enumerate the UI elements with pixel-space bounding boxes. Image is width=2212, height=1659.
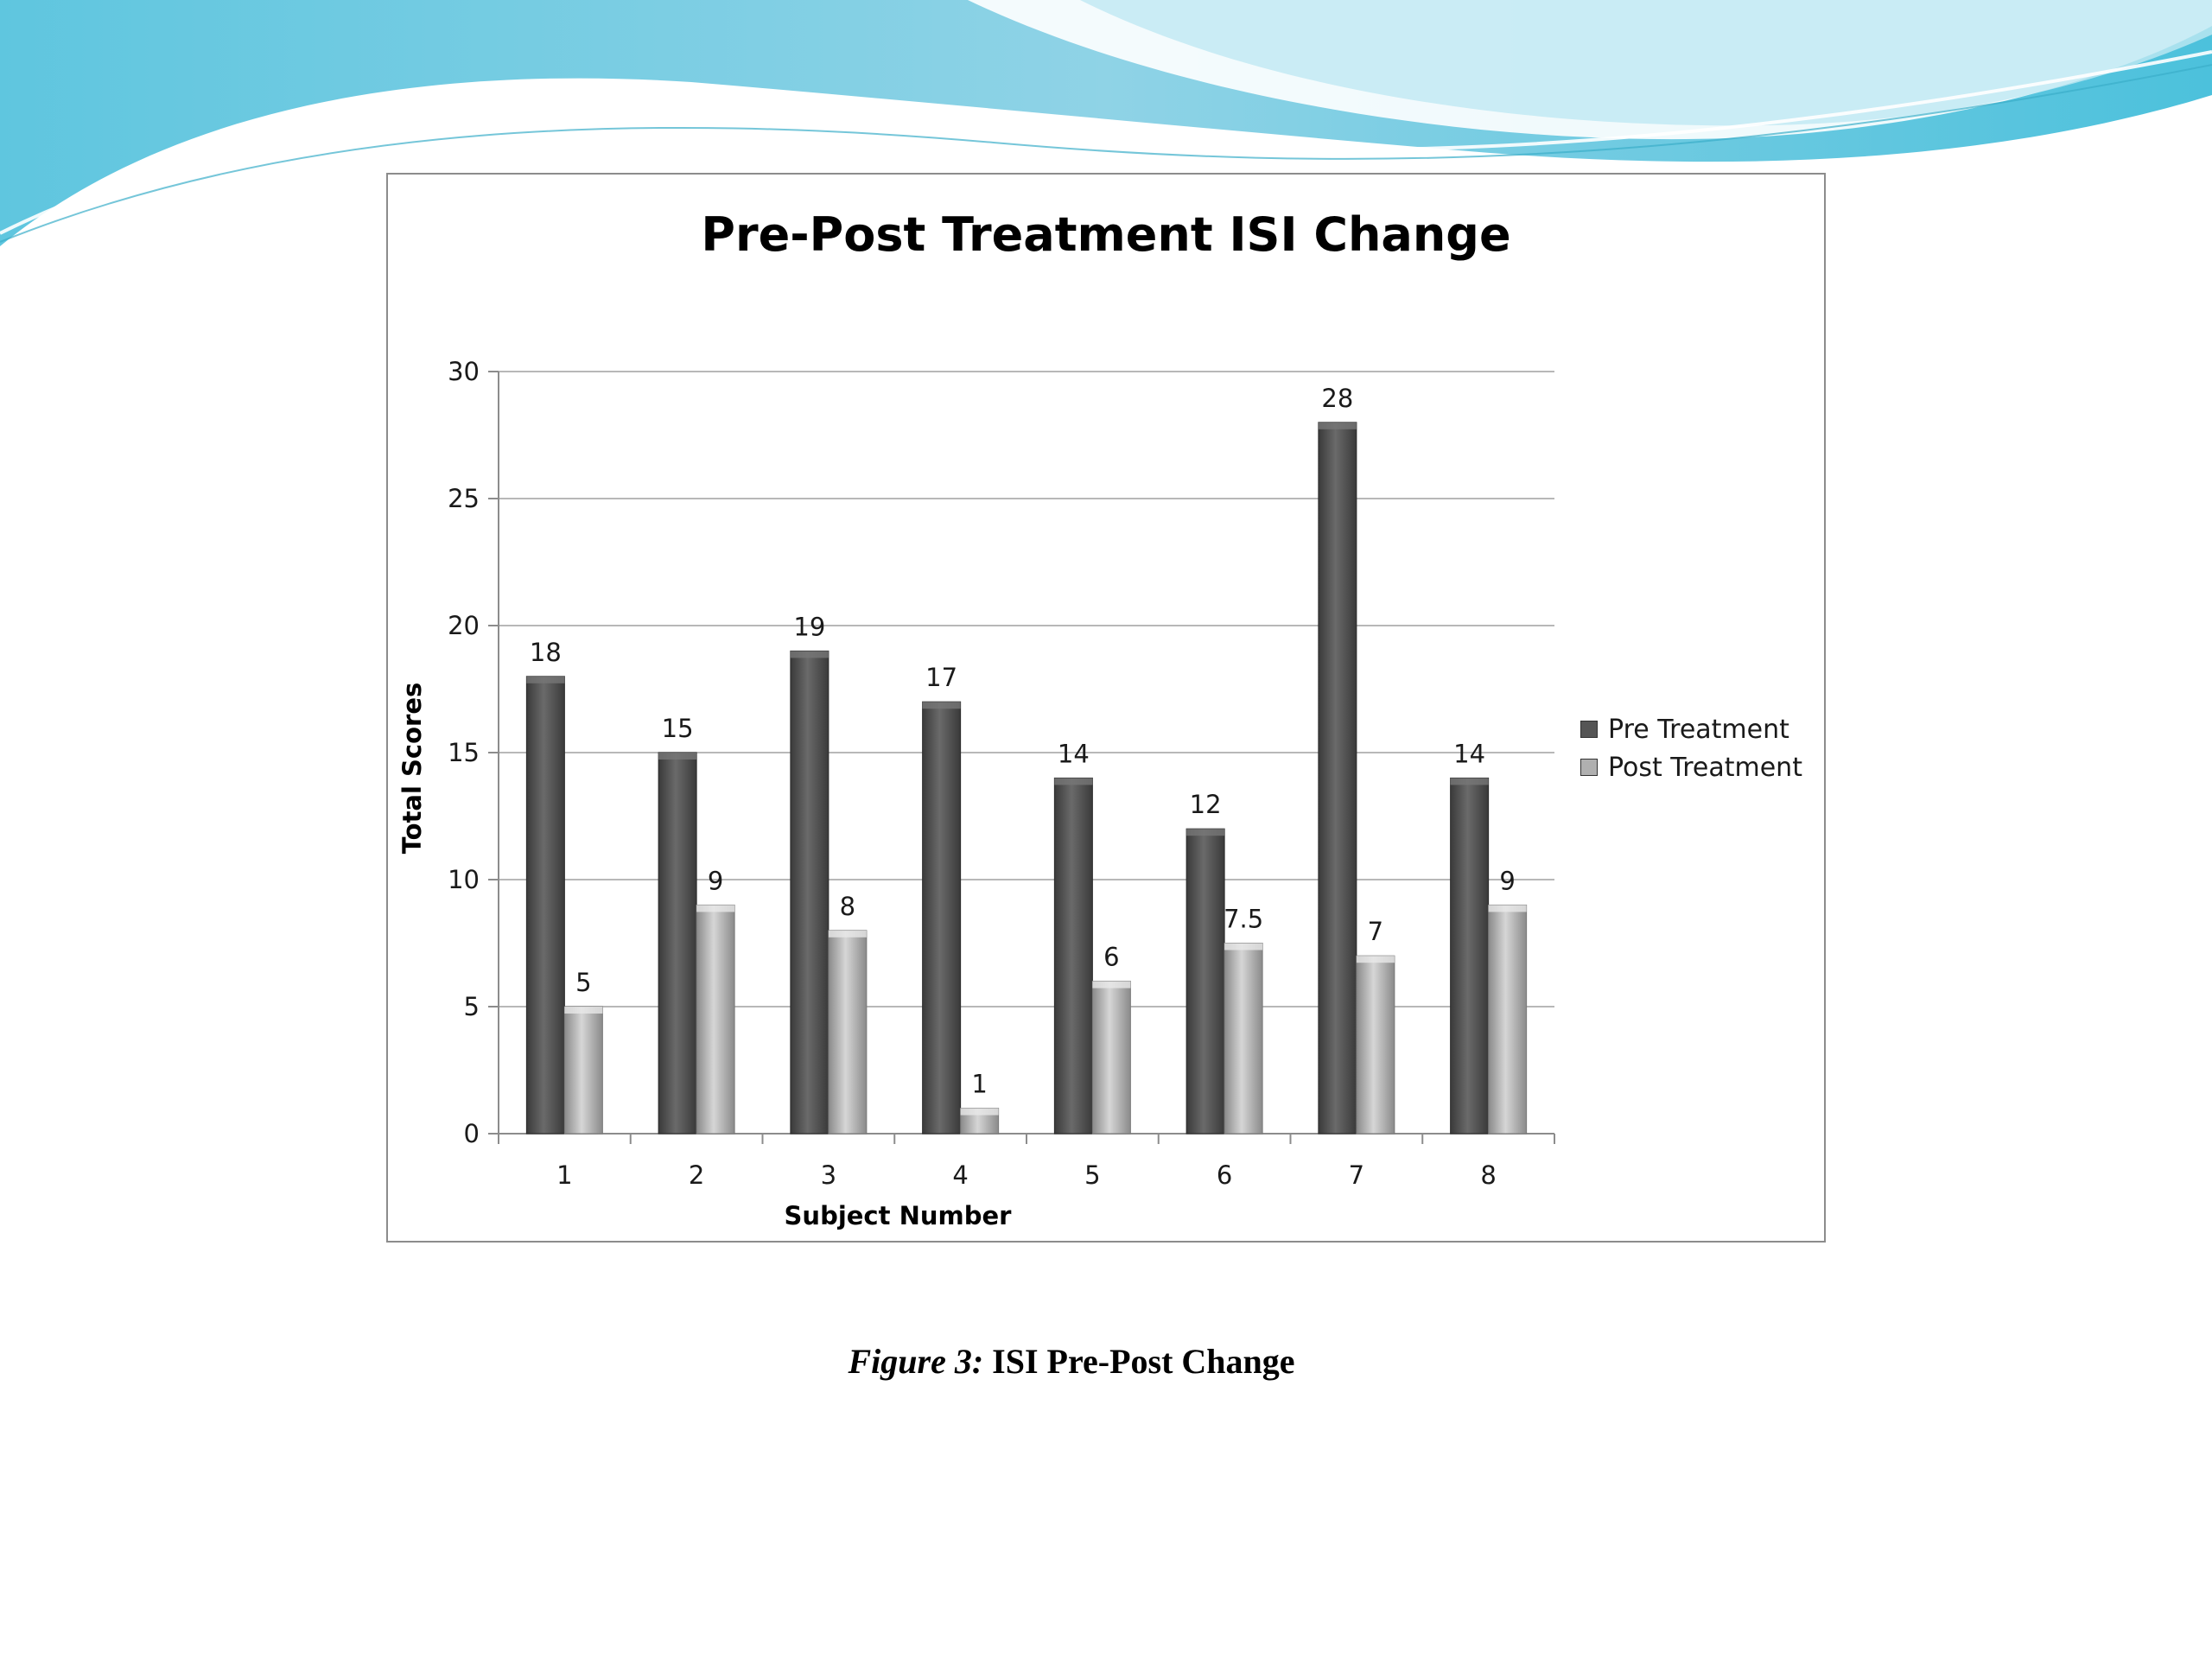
data-label: 12 bbox=[1190, 790, 1222, 819]
figure-caption-label: Figure 3: bbox=[848, 1342, 984, 1381]
bar-pre-treatment bbox=[1450, 777, 1490, 1135]
x-axis-label: Subject Number bbox=[784, 1201, 1012, 1230]
data-label: 6 bbox=[1103, 943, 1119, 972]
y-tick-label: 20 bbox=[448, 611, 480, 640]
bar-post-treatment bbox=[1224, 943, 1263, 1135]
bar-bevel bbox=[828, 930, 867, 938]
bar-post-treatment bbox=[828, 930, 868, 1135]
bar-pre-treatment bbox=[1185, 828, 1225, 1135]
data-label: 9 bbox=[1499, 866, 1515, 895]
legend-swatch-post bbox=[1580, 759, 1598, 776]
bar-bevel bbox=[960, 1108, 999, 1116]
x-tick-label: 4 bbox=[952, 1160, 968, 1190]
legend-label-post: Post Treatment bbox=[1608, 752, 1802, 783]
bar-bevel bbox=[1092, 981, 1131, 988]
bar-bevel bbox=[658, 753, 697, 760]
y-axis-label: Total Scores bbox=[397, 682, 427, 855]
x-tick-label: 8 bbox=[1480, 1160, 1496, 1190]
data-labels: 18 5 15 9 19 8 17 1 14 6 12 7.5 28 7 14 9 bbox=[530, 384, 1516, 1099]
data-label: 18 bbox=[530, 638, 562, 667]
bar-bevel bbox=[564, 1007, 603, 1014]
x-tick-label: 5 bbox=[1084, 1160, 1100, 1190]
data-label: 15 bbox=[662, 714, 694, 743]
bar-pre-treatment bbox=[922, 701, 962, 1135]
legend-item-post: Post Treatment bbox=[1580, 748, 1802, 786]
data-label: 8 bbox=[840, 892, 855, 921]
gridlines bbox=[499, 371, 1554, 1007]
bar-bevel bbox=[696, 905, 735, 912]
chart-title: Pre-Post Treatment ISI Change bbox=[701, 207, 1511, 262]
legend-label-pre: Pre Treatment bbox=[1608, 714, 1789, 745]
y-tick-label: 25 bbox=[448, 484, 480, 513]
y-tick-label: 0 bbox=[464, 1119, 480, 1148]
bar-bevel bbox=[1186, 829, 1225, 836]
bar-post-treatment bbox=[1356, 955, 1395, 1135]
figure-caption-text: ISI Pre-Post Change bbox=[983, 1342, 1295, 1381]
bar-pre-treatment bbox=[658, 752, 697, 1135]
bar-post-treatment bbox=[1488, 904, 1528, 1135]
bar-pre-treatment bbox=[1053, 777, 1093, 1135]
chart-frame: 0 5 10 15 20 25 30 1 2 3 4 5 6 7 8 18 5 15 9 19 8 17 1 14 6 12 7.… bbox=[386, 173, 1826, 1243]
data-label: 7.5 bbox=[1224, 905, 1263, 934]
data-label: 19 bbox=[793, 612, 825, 641]
chart-legend: Pre Treatment Post Treatment bbox=[1580, 710, 1802, 786]
data-label: 5 bbox=[575, 968, 591, 997]
data-label: 14 bbox=[1058, 739, 1090, 768]
bar-pre-treatment bbox=[790, 650, 830, 1135]
x-tick-label: 1 bbox=[556, 1160, 572, 1190]
bar-bevel bbox=[1356, 956, 1395, 963]
y-tick-label: 30 bbox=[448, 357, 480, 386]
legend-swatch-pre bbox=[1580, 721, 1598, 738]
bar-bevel bbox=[1224, 943, 1263, 950]
bar-bevel bbox=[922, 702, 961, 709]
x-tick-label: 6 bbox=[1217, 1160, 1232, 1190]
bar-pre-treatment bbox=[525, 676, 565, 1135]
y-tick-label: 5 bbox=[464, 992, 480, 1021]
y-tick-label: 10 bbox=[448, 865, 480, 894]
data-label: 7 bbox=[1368, 917, 1383, 946]
data-label: 1 bbox=[971, 1070, 987, 1099]
bar-bevel bbox=[1318, 422, 1357, 429]
bars bbox=[525, 422, 1528, 1135]
bar-bevel bbox=[1450, 778, 1489, 785]
bar-bevel bbox=[526, 676, 565, 683]
bar-pre-treatment bbox=[1318, 422, 1357, 1135]
data-label: 17 bbox=[925, 663, 957, 692]
bar-post-treatment bbox=[563, 1006, 603, 1135]
data-label: 28 bbox=[1321, 384, 1353, 413]
y-tick-label: 15 bbox=[448, 738, 480, 767]
legend-item-pre: Pre Treatment bbox=[1580, 710, 1802, 748]
figure-caption: Figure 3: ISI Pre-Post Change bbox=[0, 1341, 2143, 1382]
slide-header-wave-decoration bbox=[0, 0, 2212, 246]
bar-post-treatment bbox=[696, 904, 735, 1135]
bar-post-treatment bbox=[1091, 981, 1131, 1135]
x-tick-label: 3 bbox=[821, 1160, 836, 1190]
data-label: 14 bbox=[1453, 739, 1485, 768]
bar-bevel bbox=[1488, 905, 1527, 912]
x-tick-label: 7 bbox=[1349, 1160, 1364, 1190]
bar-bevel bbox=[790, 651, 829, 658]
bar-bevel bbox=[1054, 778, 1093, 785]
data-label: 9 bbox=[708, 866, 723, 895]
x-tick-label: 2 bbox=[689, 1160, 704, 1190]
